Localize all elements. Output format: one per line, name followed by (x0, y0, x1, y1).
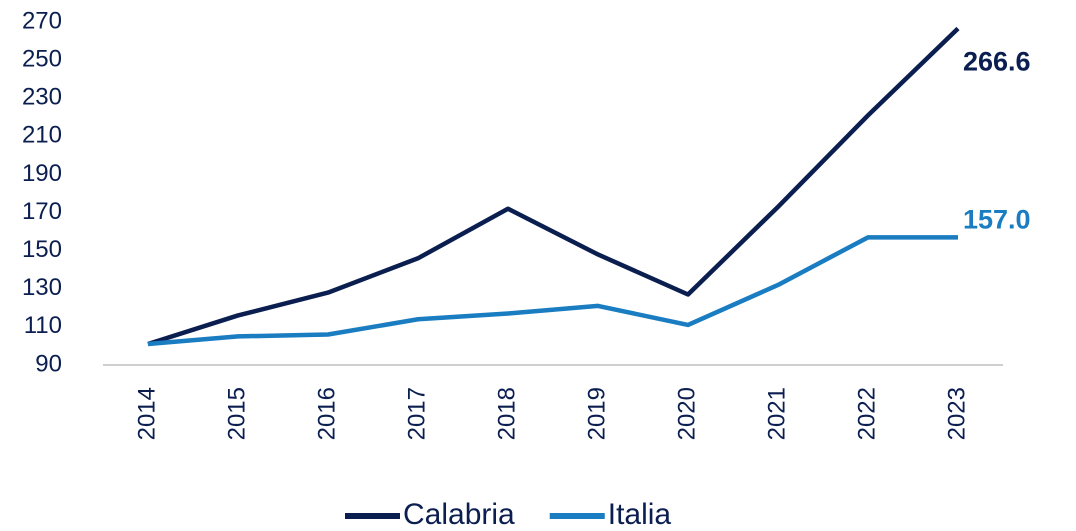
x-tick-label: 2020 (673, 387, 700, 440)
y-tick-label: 250 (22, 45, 62, 72)
x-tick-label: 2021 (763, 387, 790, 440)
legend-label: Calabria (403, 498, 515, 531)
x-tick-label: 2015 (223, 387, 250, 440)
data-label: 266.6 (963, 47, 1031, 77)
y-tick-label: 230 (22, 84, 62, 111)
data-label: 157.0 (963, 204, 1031, 234)
y-tick-label: 270 (22, 7, 62, 34)
line (147, 235, 958, 347)
y-tick-label: 110 (24, 312, 62, 339)
y-tick-label: 150 (22, 236, 62, 263)
x-tick-label: 2018 (493, 387, 520, 440)
y-tick-label: 170 (22, 198, 62, 225)
y-tick-label: 90 (35, 350, 62, 377)
y-tick-label: 130 (22, 274, 62, 301)
x-tick-label: 2017 (403, 387, 430, 440)
line (147, 26, 960, 347)
legend-label: Italia (608, 498, 672, 531)
y-tick-label: 210 (22, 122, 62, 149)
x-tick-label: 2023 (943, 387, 970, 440)
x-tick-label: 2019 (583, 387, 610, 440)
y-tick-label: 190 (22, 160, 62, 187)
x-tick-label: 2016 (313, 387, 340, 440)
x-tick-label: 2022 (853, 387, 880, 440)
x-tick-label: 2014 (133, 387, 160, 440)
